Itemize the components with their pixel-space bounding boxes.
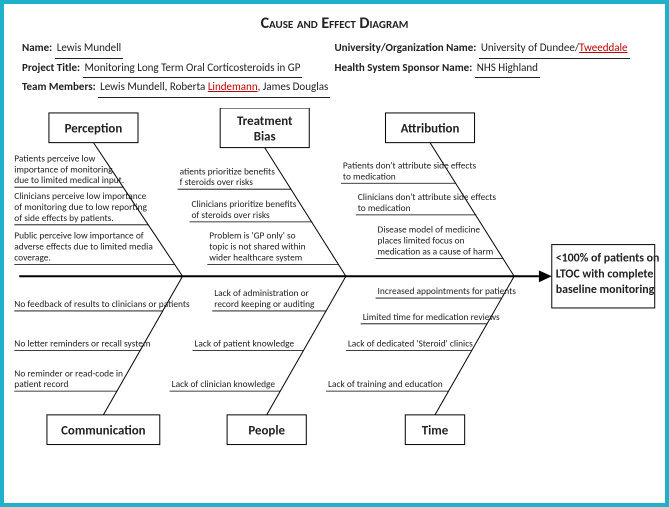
fishbone-diagram: <100% of patients on LTOC with complete … bbox=[8, 108, 661, 499]
name-value: Lewis Mundell bbox=[55, 39, 124, 59]
svg-text:to medication: to medication bbox=[358, 202, 411, 214]
org-label: University/Organization Name: bbox=[335, 41, 477, 54]
svg-text:No feedback of results to clin: No feedback of results to clinicians or … bbox=[14, 298, 190, 310]
svg-text:f steroids over risks: f steroids over risks bbox=[180, 176, 254, 188]
svg-text:of steroids over risks: of steroids over risks bbox=[191, 209, 270, 221]
sponsor-label: Health System Sponsor Name: bbox=[335, 61, 473, 74]
svg-text:due to limited medical input.: due to limited medical input. bbox=[14, 174, 124, 186]
page-title: Cause and Effect Diagram bbox=[4, 14, 665, 33]
svg-text:Lack of patient knowledge: Lack of patient knowledge bbox=[194, 338, 294, 350]
spine-arrow bbox=[539, 270, 552, 282]
cat-time-label: Time bbox=[422, 424, 449, 439]
svg-text:wider healthcare system: wider healthcare system bbox=[209, 251, 302, 263]
meta-block: Name: Lewis Mundell University/Organizat… bbox=[4, 33, 665, 98]
team-label: Team Members: bbox=[22, 80, 96, 93]
svg-text:of side effects by patients.: of side effects by patients. bbox=[14, 212, 113, 224]
org-value: University of Dundee/Tweeddale bbox=[479, 39, 630, 59]
cat-treatment-l2: Bias bbox=[254, 130, 276, 145]
sponsor-value: NHS Highland bbox=[475, 59, 540, 79]
svg-text:coverage.: coverage. bbox=[14, 251, 51, 263]
svg-text:Lack of clinician knowledge: Lack of clinician knowledge bbox=[172, 378, 276, 390]
svg-text:patient record: patient record bbox=[14, 378, 68, 390]
name-label: Name: bbox=[22, 41, 52, 54]
effect-l2: LTOC with complete bbox=[556, 267, 654, 281]
cat-attribution-label: Attribution bbox=[401, 122, 460, 137]
project-value: Monitoring Long Term Oral Corticosteroid… bbox=[83, 59, 303, 79]
diagram-frame: Cause and Effect Diagram Name: Lewis Mun… bbox=[0, 0, 669, 507]
project-label: Project Title: bbox=[22, 61, 80, 74]
svg-text:medication as a cause of harm: medication as a cause of harm bbox=[378, 246, 494, 258]
svg-text:record keeping or auditing: record keeping or auditing bbox=[214, 298, 315, 310]
svg-text:Lack of training and education: Lack of training and education bbox=[328, 378, 443, 390]
svg-text:No letter reminders or recall: No letter reminders or recall system bbox=[14, 338, 150, 350]
cat-people-label: People bbox=[248, 424, 285, 439]
effect-l1: <100% of patients on bbox=[556, 251, 660, 265]
team-value: Lewis Mundell, Roberta Lindemann, James … bbox=[98, 78, 330, 98]
svg-text:Lack of dedicated 'Steroid' cl: Lack of dedicated 'Steroid' clinics bbox=[348, 338, 473, 350]
svg-text:to medication: to medication bbox=[343, 170, 396, 182]
cat-communication-label: Communication bbox=[61, 424, 146, 439]
cat-perception-label: Perception bbox=[65, 122, 123, 137]
cat-treatment-l1: Treatment bbox=[237, 114, 293, 129]
svg-text:Limited time for medication re: Limited time for medication reviews bbox=[363, 311, 500, 323]
svg-text:Increased appointments for pat: Increased appointments for patients bbox=[378, 285, 517, 297]
effect-l3: baseline monitoring bbox=[556, 283, 655, 297]
